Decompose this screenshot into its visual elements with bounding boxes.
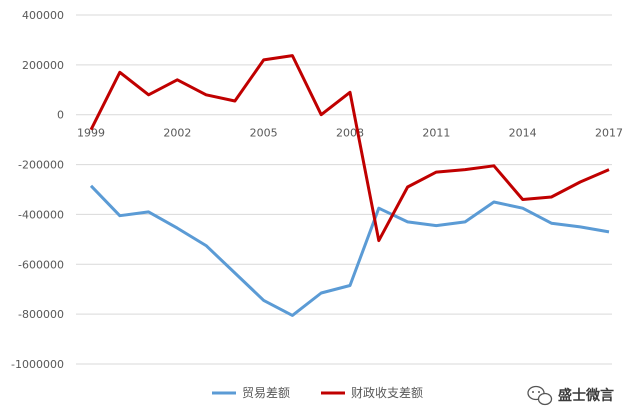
x-tick-label: 1999 [77,127,105,140]
x-tick-label: 2002 [163,127,191,140]
y-tick-label: 0 [57,109,64,122]
x-tick-label: 2005 [250,127,278,140]
series-line-fiscal [89,54,610,243]
y-tick-label: -400000 [18,208,64,221]
legend: 贸易差额 财政收支差额 [212,386,423,400]
x-tick-label: 2017 [595,127,623,140]
y-tick-label: -600000 [18,258,64,271]
legend-label-fiscal: 财政收支差额 [351,386,423,400]
wechat-icon [527,385,553,406]
gridlines [76,14,612,365]
y-tick-label: -1000000 [11,358,64,371]
y-tick-label: 400000 [22,9,64,22]
series-lines [89,54,610,317]
y-axis-ticks: 400000 200000 0 -200000 -400000 -600000 -80000… [11,9,64,371]
y-tick-label: -200000 [18,159,64,172]
series-line-trade [89,184,610,317]
x-tick-label: 2011 [422,127,450,140]
y-tick-label: -800000 [18,308,64,321]
x-tick-label: 2014 [509,127,537,140]
watermark: 盛士微言 [527,385,614,406]
watermark-text: 盛士微言 [558,387,614,404]
legend-label-trade: 贸易差额 [242,386,290,400]
x-axis-ticks: 1999 2002 2005 2008 2011 2014 2017 [77,127,623,140]
y-tick-label: 200000 [22,59,64,72]
